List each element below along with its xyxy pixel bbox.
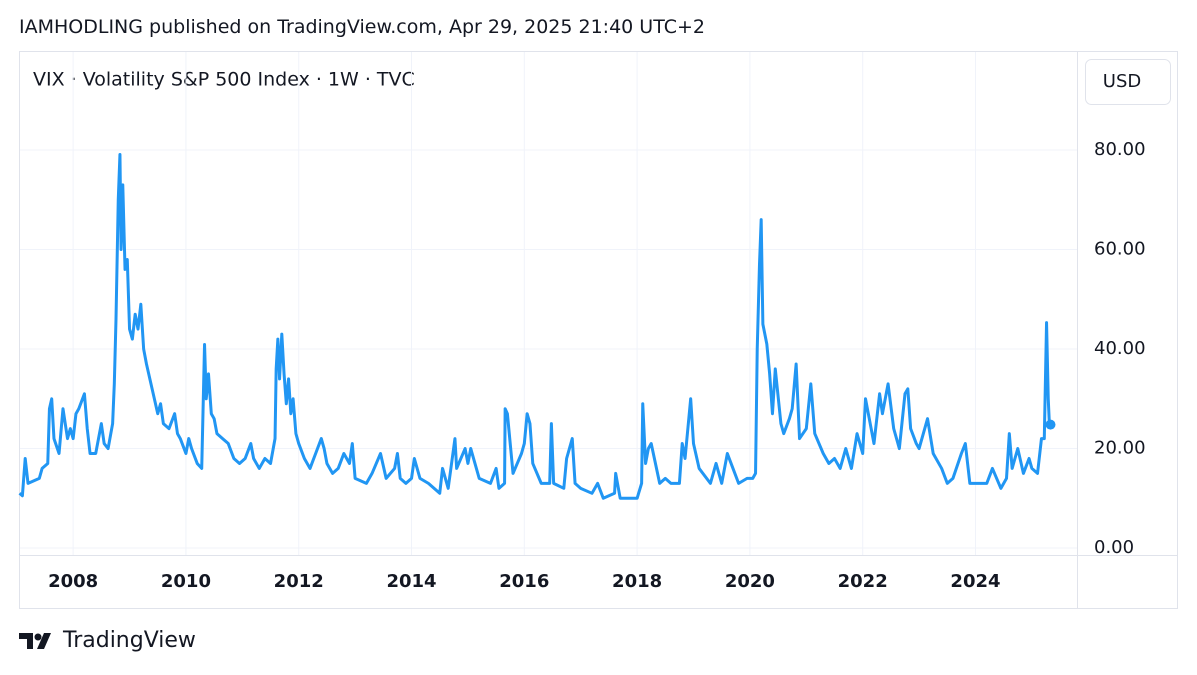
x-tick-label: 2022 <box>838 571 888 592</box>
y-tick-label: 0.00 <box>1094 537 1134 558</box>
x-tick-label: 2014 <box>386 571 436 592</box>
last-value-dot <box>1045 419 1056 430</box>
x-tick-label: 2016 <box>499 571 549 592</box>
currency-label[interactable]: USD <box>1103 71 1141 92</box>
brand-name: TradingView <box>63 628 196 653</box>
publisher-line: IAMHODLING published on TradingView.com,… <box>19 16 705 38</box>
x-tick-label: 2012 <box>274 571 324 592</box>
brand-logo <box>19 632 51 649</box>
grid <box>20 52 1077 555</box>
x-tick-label: 2020 <box>725 571 775 592</box>
plot <box>18 152 1056 500</box>
y-tick-label: 40.00 <box>1094 338 1146 359</box>
x-tick-label: 2008 <box>48 571 98 592</box>
y-tick-label: 20.00 <box>1094 438 1146 459</box>
chart-frame <box>19 51 1178 609</box>
currency-button[interactable] <box>1085 59 1171 105</box>
x-tick-label: 2024 <box>950 571 1000 592</box>
chart-title: VIX · Volatility S&P 500 Index · 1W · TV… <box>33 69 415 91</box>
y-tick-label: 60.00 <box>1094 239 1146 260</box>
x-tick-label: 2010 <box>161 571 211 592</box>
y-tick-label: 80.00 <box>1094 139 1146 160</box>
x-tick-label: 2018 <box>612 571 662 592</box>
brand: TradingView <box>19 628 196 653</box>
price-line <box>18 152 1052 500</box>
